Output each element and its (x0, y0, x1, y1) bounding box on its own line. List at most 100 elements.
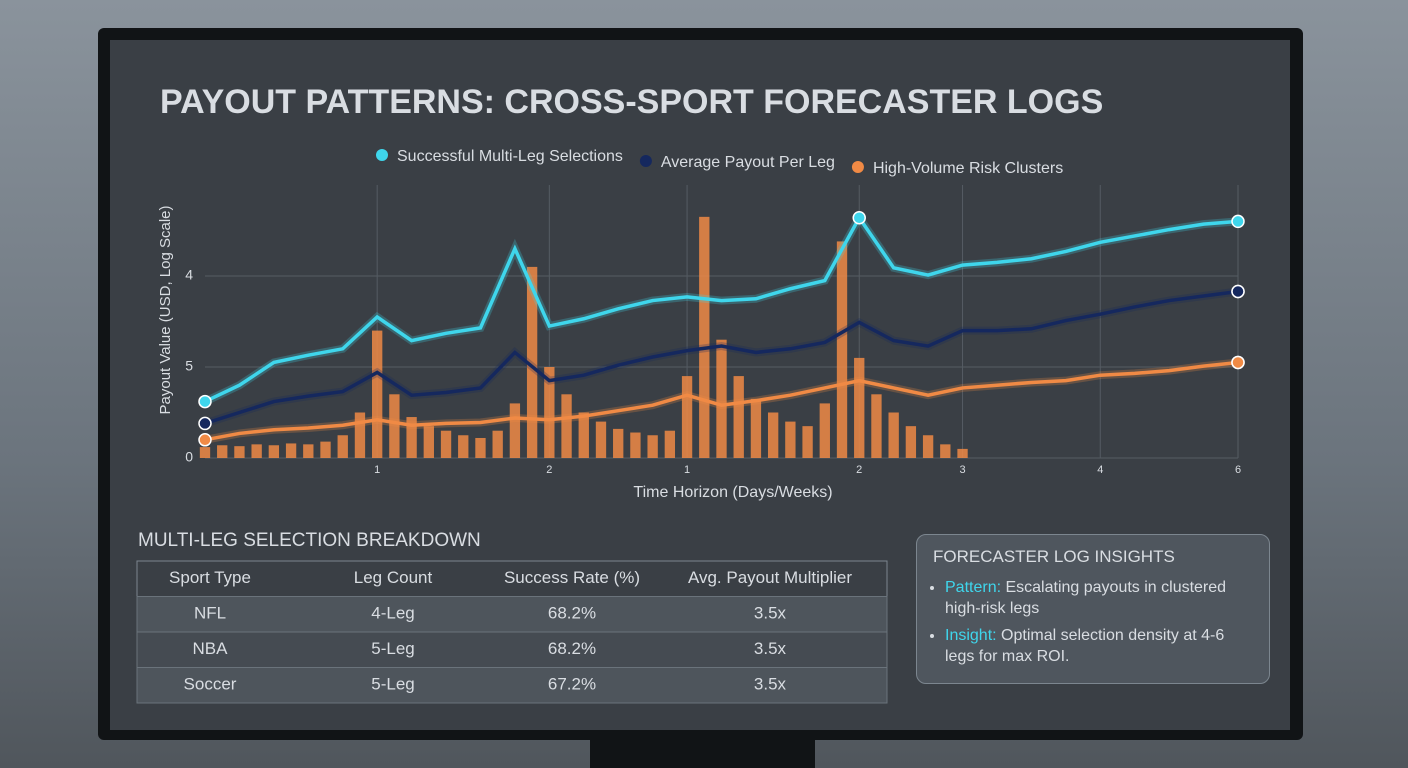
cluster-bar (836, 241, 848, 458)
cluster-bar (905, 426, 917, 458)
cluster-bar (681, 376, 693, 458)
cluster-bar (888, 412, 899, 458)
cluster-bar (372, 330, 383, 458)
x-tick-label: 2 (856, 464, 862, 476)
y-tick-label: 5 (185, 358, 193, 374)
cluster-bar (285, 443, 297, 458)
legend-swatch (639, 155, 652, 167)
cluster-bar (802, 426, 813, 458)
x-tick-label: 4 (1097, 464, 1103, 476)
cluster-bar (423, 426, 434, 458)
insight-text: Escalating payouts in clustered high-ris… (945, 579, 1227, 617)
y-axis-label: Payout Value (USD, Log Scale) (157, 205, 174, 414)
cluster-bar (337, 435, 348, 458)
table-cell: 67.2% (548, 675, 596, 694)
cluster-bar (922, 435, 934, 458)
cluster-bar (750, 398, 762, 458)
cluster-bar (664, 430, 676, 458)
point-marker (1231, 355, 1245, 370)
insights-list: Pattern: Escalating payouts in clustered… (933, 577, 1253, 667)
cluster-bar (440, 430, 452, 458)
table-cell: NFL (194, 604, 226, 623)
insight-text: Optimal selection density at 4-6 legs fo… (945, 627, 1225, 665)
insight-label: Pattern: (945, 579, 1002, 596)
cluster-bar (251, 444, 262, 458)
cluster-bar (268, 445, 280, 458)
y-tick-label: 4 (185, 267, 193, 283)
cluster-bar (819, 403, 830, 458)
series-line (204, 214, 1239, 404)
cluster-bar (303, 444, 314, 458)
chart-title: PAYOUT PATTERNS: CROSS-SPORT FORECASTER … (160, 83, 1103, 121)
series-line (204, 360, 1239, 442)
insights-title: FORECASTER LOG INSIGHTS (933, 547, 1175, 566)
cluster-bar (595, 421, 607, 458)
insight-label: Insight: (945, 627, 997, 644)
table-cell: 4-Leg (371, 604, 414, 623)
table-cell: 5-Leg (371, 675, 414, 694)
cluster-bar (561, 394, 572, 458)
table-header: Sport Type (169, 568, 251, 587)
table-row (136, 596, 888, 633)
x-tick-label: 3 (959, 464, 965, 476)
y-tick-label: 0 (185, 449, 193, 465)
series-line (204, 289, 1239, 426)
cluster-bar (854, 357, 865, 458)
cluster-bar (406, 417, 417, 458)
point-marker (1231, 214, 1245, 229)
insights-panel: FORECASTER LOG INSIGHTS Pattern: Escalat… (916, 534, 1270, 684)
point-marker (198, 433, 212, 447)
insight-item: Pattern: Escalating payouts in clustered… (945, 577, 1253, 619)
table-cell: 5-Leg (371, 639, 414, 658)
cluster-bar (957, 448, 968, 458)
x-tick-label: 1 (374, 464, 380, 476)
cluster-bar (733, 376, 744, 458)
plot: 0 5 4 1 2 1 2 3 4 6 Successful Multi-Leg Selection… (185, 148, 1245, 476)
table-cell: 3.5x (754, 675, 787, 694)
cluster-bar (647, 435, 658, 458)
table-cell: NBA (193, 639, 229, 658)
table-row (136, 631, 888, 668)
cluster-bar (509, 403, 521, 458)
table-header: Success Rate (%) (504, 568, 640, 587)
point-marker (852, 211, 866, 225)
cluster-bar (785, 421, 796, 458)
cluster-bar (578, 412, 589, 458)
legend-swatch (851, 161, 864, 173)
table-cell: 68.2% (548, 639, 596, 658)
cluster-bar (354, 412, 366, 458)
cluster-bar (716, 339, 727, 458)
table-header: Leg Count (354, 568, 433, 587)
point-marker (198, 416, 212, 431)
legend-swatch (376, 149, 388, 161)
table-cell: 3.5x (754, 604, 787, 623)
cluster-bar (389, 394, 400, 458)
x-tick-label: 6 (1235, 464, 1241, 476)
point-marker (198, 394, 212, 409)
table-title: MULTI-LEG SELECTION BREAKDOWN (138, 530, 481, 551)
x-tick-label: 2 (546, 464, 552, 476)
table-row (136, 667, 888, 704)
cluster-bar (199, 447, 211, 458)
legend-label: Successful Multi-Leg Selections (397, 148, 623, 165)
table-cell: 3.5x (754, 639, 787, 658)
cluster-bar (475, 437, 486, 458)
x-axis-label: Time Horizon (Days/Weeks) (633, 484, 832, 501)
cluster-bar (871, 394, 882, 458)
x-tick-label: 1 (684, 464, 690, 476)
legend-label: High-Volume Risk Clusters (873, 160, 1063, 177)
cluster-bar (458, 435, 469, 458)
table-cell: 68.2% (548, 604, 596, 623)
cluster-bar (940, 444, 951, 458)
cluster-bar (234, 446, 245, 458)
insight-item: Insight: Optimal selection density at 4-… (945, 625, 1253, 667)
table-cell: Soccer (184, 675, 237, 694)
cluster-bar (526, 266, 538, 458)
cluster-bar (492, 430, 503, 458)
cluster-bar (767, 412, 779, 458)
cluster-bar (630, 432, 641, 458)
table-header: Avg. Payout Multiplier (688, 568, 852, 587)
cluster-bar (699, 216, 710, 458)
